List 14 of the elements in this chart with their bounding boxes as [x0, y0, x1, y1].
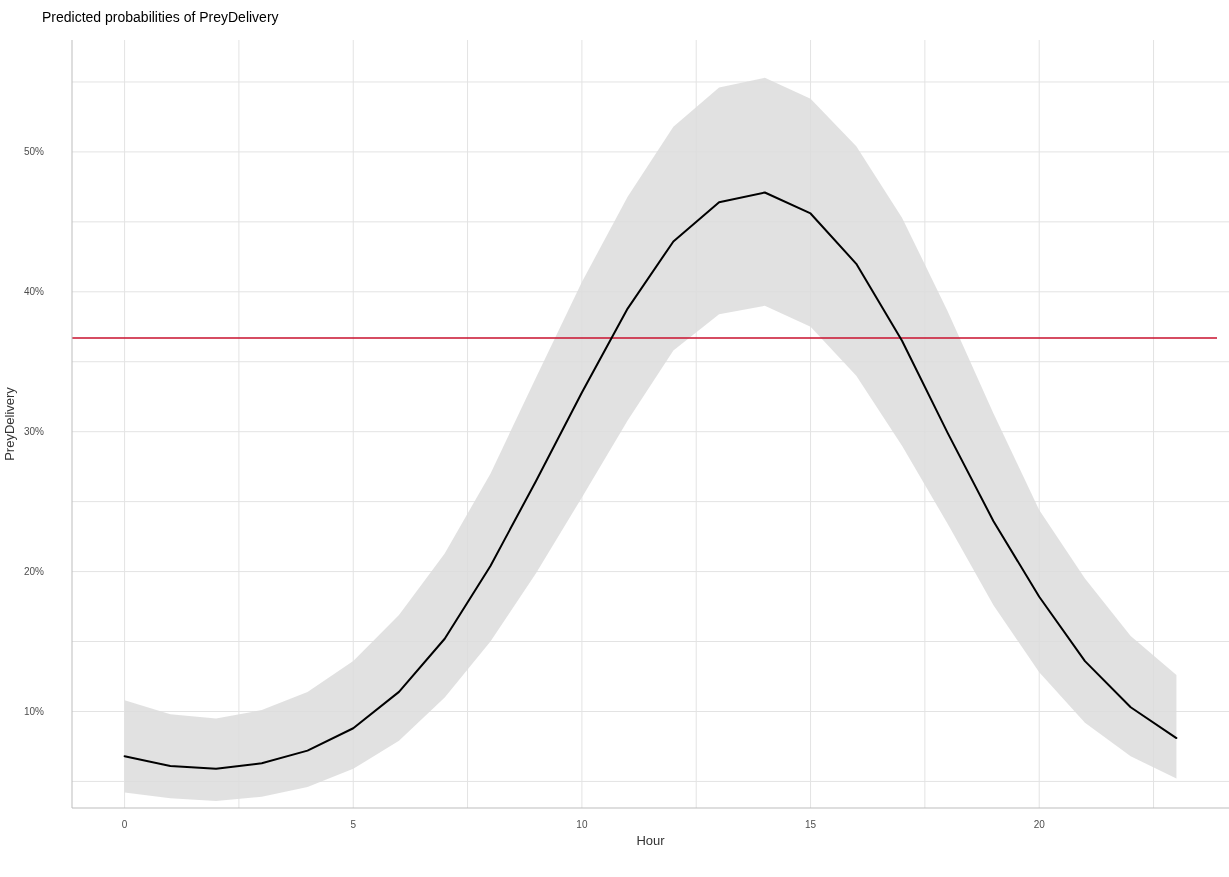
y-tick-label: 50%	[23, 146, 45, 158]
y-tick-label: 30%	[23, 426, 45, 438]
y-tick-label: 20%	[23, 566, 45, 578]
x-tick-label: 5	[350, 819, 357, 830]
x-tick-label: 20	[1033, 819, 1046, 830]
x-tick-label: 15	[805, 819, 817, 830]
y-tick-label: 10%	[23, 705, 45, 717]
y-axis-title: PreyDelivery	[2, 386, 17, 461]
y-tick-label: 40%	[23, 286, 45, 298]
x-tick-label: 0	[121, 819, 128, 830]
chart-title: Predicted probabilities of PreyDelivery	[42, 9, 279, 25]
x-axis-title: Hour	[636, 833, 666, 848]
x-tick-label: 10	[576, 819, 588, 830]
line-series	[123, 191, 1178, 770]
